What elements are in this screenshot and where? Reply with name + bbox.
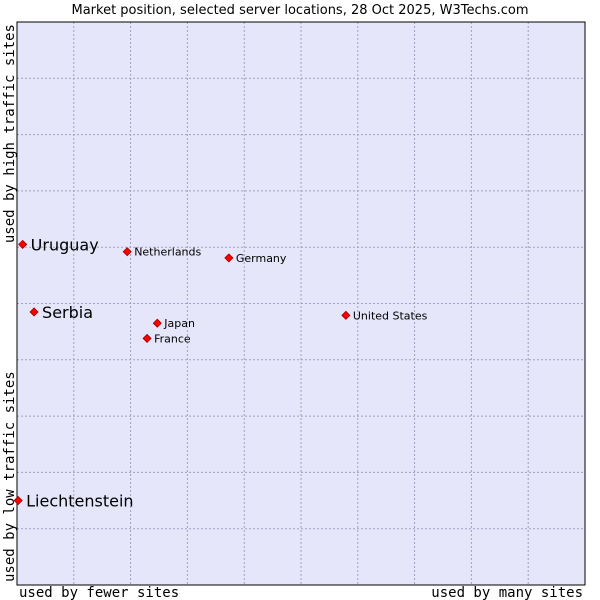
x-axis-label-left: used by fewer sites	[19, 585, 179, 600]
point-label: Japan	[163, 317, 195, 330]
x-axis-label-right: used by many sites	[431, 585, 583, 600]
plot-border	[16, 21, 586, 586]
data-point-germany: Germany	[224, 252, 287, 265]
data-point-serbia: Serbia	[29, 303, 93, 322]
data-point-japan: Japan	[152, 317, 195, 330]
y-axis-label-bottom: used by low traffic sites	[2, 371, 18, 582]
point-label: Liechtenstein	[26, 492, 133, 511]
y-axis-label-top: used by high traffic sites	[2, 24, 18, 243]
data-point-netherlands: Netherlands	[122, 246, 202, 259]
chart-title: Market position, selected server locatio…	[71, 3, 528, 18]
data-point-united-states: United States	[341, 309, 428, 322]
point-marker	[142, 333, 152, 343]
point-label: Germany	[236, 252, 287, 265]
point-marker	[13, 495, 23, 506]
point-marker	[152, 318, 162, 328]
point-label: United States	[353, 309, 428, 322]
point-marker	[224, 253, 234, 263]
point-label: Netherlands	[134, 246, 201, 259]
data-point-france: France	[142, 332, 191, 345]
point-label: Uruguay	[31, 235, 99, 254]
data-point-uruguay: Uruguay	[18, 235, 99, 254]
point-label: Serbia	[42, 303, 93, 322]
data-points: Uruguay Serbia Liechtenstein Netherlands Ger…	[13, 235, 428, 511]
data-point-liechtenstein: Liechtenstein	[13, 492, 134, 511]
point-marker	[29, 307, 39, 317]
point-label: France	[154, 332, 191, 345]
point-marker	[341, 310, 351, 320]
point-marker	[122, 247, 132, 257]
grid-lines	[17, 22, 585, 585]
point-marker	[18, 239, 28, 249]
